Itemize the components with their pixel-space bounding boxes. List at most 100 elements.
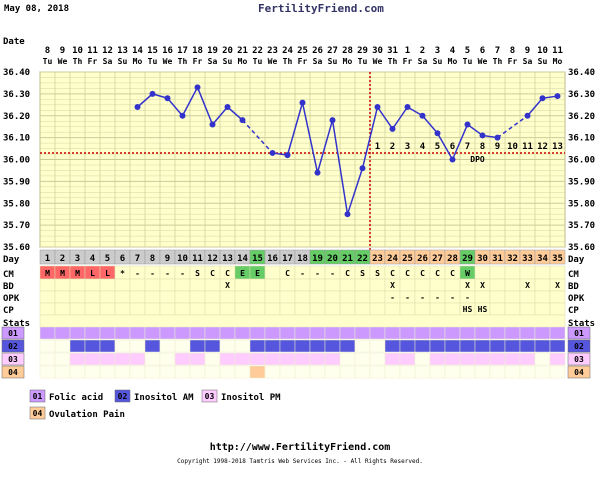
day-number: 4 (90, 254, 96, 264)
temp-point (479, 132, 486, 139)
temp-line-segment (301, 102, 319, 173)
row-label-bd-right: BD (568, 282, 579, 292)
day-number: 10 (177, 254, 188, 264)
weekday-label: Su (538, 57, 548, 66)
day-number: 26 (417, 254, 428, 264)
date-label: 20 (222, 46, 233, 56)
temp-line-segment (316, 119, 334, 173)
weekday-label: Th (178, 57, 188, 66)
date-label: 27 (327, 46, 338, 56)
weekday-label: Su (118, 57, 128, 66)
cm-value: - (300, 269, 305, 278)
table-cell (324, 290, 341, 304)
stats-cell (489, 365, 506, 379)
day-number: 34 (537, 254, 548, 264)
cm-value: M (45, 269, 50, 278)
footer-url[interactable]: http://www.FertilityFriend.com (210, 441, 391, 453)
row-label-stats-right: Stats (568, 319, 595, 329)
date-label: 5 (465, 46, 470, 56)
table-cell (69, 278, 86, 292)
y-tick-left: 36.00 (3, 156, 30, 166)
site-title[interactable]: FertilityFriend.com (258, 2, 384, 15)
row-label-stats-left: Stats (3, 319, 30, 329)
bd-value: X (525, 281, 530, 290)
stats-cell (459, 339, 476, 353)
cm-value: - (165, 269, 170, 278)
y-tick-left: 35.70 (3, 221, 30, 231)
stats-cell (219, 339, 236, 353)
stats-label-box (567, 339, 591, 353)
stats-cell (204, 352, 221, 366)
day-number: 31 (492, 254, 503, 264)
legend: 01 Folic acid 02 Inositol AM 03 Inositol PM 04… (29, 389, 281, 420)
stats-cell (69, 352, 86, 366)
weekday-label: Tu (358, 57, 368, 66)
temp-point (134, 104, 141, 110)
date-label: 10 (72, 46, 83, 56)
cp-value: HS (478, 305, 488, 314)
day-cell (549, 249, 566, 265)
y-tick-right: 35.70 (568, 221, 595, 231)
day-number: 3 (75, 254, 80, 264)
footer-copyright: Copyright 1998-2018 Tamtris Web Services… (177, 458, 423, 465)
table-cell (294, 302, 311, 316)
stats-cell (279, 339, 296, 353)
temp-line-segment (436, 132, 454, 160)
table-cell (324, 302, 341, 316)
day-number: 21 (342, 254, 353, 264)
cm-value: M (75, 269, 80, 278)
table-cell (39, 290, 56, 304)
day-number: 11 (192, 254, 203, 264)
stats-cell (459, 365, 476, 379)
stats-cell (399, 339, 416, 353)
row-label-day-right: Day (568, 255, 585, 265)
stats-cell (339, 326, 356, 340)
y-tick-left: 36.20 (3, 112, 30, 122)
stats-cell (234, 326, 251, 340)
stats-cell (294, 365, 311, 379)
stats-cell (69, 326, 86, 340)
y-tick-left: 36.40 (3, 68, 30, 78)
table-cell (369, 290, 386, 304)
stats-cell (294, 326, 311, 340)
stats-cell (339, 339, 356, 353)
date-label: 9 (525, 46, 530, 56)
chart-date: May 08, 2018 (4, 4, 69, 14)
day-number: 27 (432, 254, 443, 264)
temp-point (314, 169, 321, 176)
weekday-label: Fr (88, 57, 98, 66)
temp-point (269, 149, 276, 156)
table-cell (474, 290, 491, 304)
temp-line-segment (331, 120, 349, 215)
table-cell (249, 302, 266, 316)
stats-cell (189, 326, 206, 340)
cm-value: S (360, 269, 365, 278)
row-label-cm-right: CM (568, 270, 579, 280)
stats-cell (444, 365, 461, 379)
day-number: 8 (150, 254, 155, 264)
bd-value: X (225, 281, 230, 290)
temp-point (539, 95, 546, 102)
table-cell (129, 278, 146, 292)
opk-value: - (420, 293, 425, 302)
stats-cell (144, 365, 161, 379)
day-number: 35 (552, 254, 563, 264)
temp-point (389, 125, 396, 132)
stats-cell (504, 352, 521, 366)
weekday-label: We (268, 57, 278, 66)
table-cell (99, 302, 116, 316)
table-cell (504, 265, 521, 280)
date-label: 4 (450, 46, 456, 56)
table-cell (234, 302, 251, 316)
temp-point (449, 156, 456, 163)
weekday-label: Tu (43, 57, 53, 66)
stats-cell (144, 339, 161, 353)
table-cell (189, 302, 206, 316)
stats-cell (354, 365, 371, 379)
legend-id: 04 (33, 409, 43, 418)
stats-cell (129, 365, 146, 379)
temp-point (524, 112, 531, 119)
weekday-label: Tu (148, 57, 158, 66)
y-tick-right: 36.00 (568, 156, 595, 166)
table-cell (279, 290, 296, 304)
